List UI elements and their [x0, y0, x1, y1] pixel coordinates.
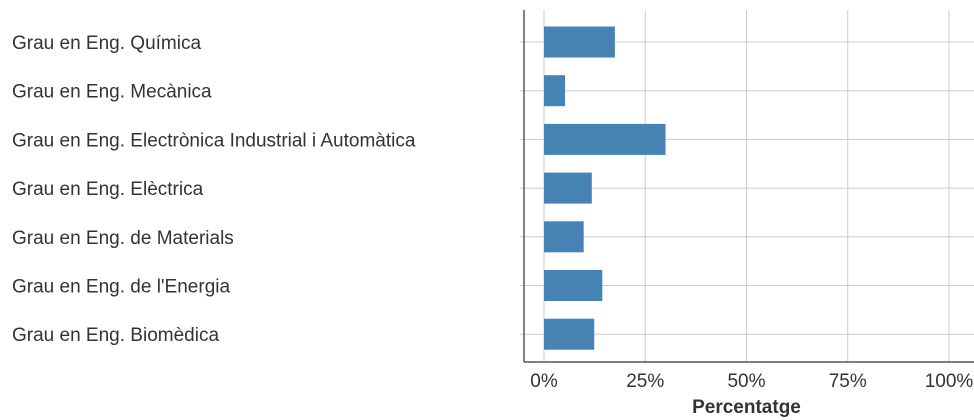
category-label: Grau en Eng. Elèctrica [12, 179, 204, 200]
x-tick-label: 0% [530, 371, 558, 392]
category-label: Grau en Eng. de Materials [12, 228, 234, 249]
x-tick-label: 25% [626, 371, 664, 392]
category-label: Grau en Eng. Biomèdica [12, 325, 219, 346]
bar [544, 123, 666, 155]
x-tick-label: 100% [925, 371, 974, 392]
bar [544, 221, 584, 253]
category-label: Grau en Eng. Electrònica Industrial i Au… [12, 130, 416, 151]
x-tick-label: 50% [727, 371, 765, 392]
bar [544, 75, 566, 107]
x-tick-labels: 0% 25% 50% 75% 100% [530, 371, 973, 392]
x-axis-title: Percentatge [692, 397, 801, 418]
bar [544, 270, 603, 301]
bar [544, 26, 615, 58]
bar [544, 172, 592, 204]
category-labels: Grau en Eng. Química Grau en Eng. Mecànic… [12, 33, 416, 346]
category-label: Grau en Eng. Mecànica [12, 82, 212, 103]
category-label: Grau en Eng. Química [12, 33, 201, 54]
bars [544, 26, 666, 350]
x-tick-label: 75% [829, 371, 867, 392]
bar [544, 318, 595, 350]
category-label: Grau en Eng. de l'Energia [12, 277, 230, 298]
